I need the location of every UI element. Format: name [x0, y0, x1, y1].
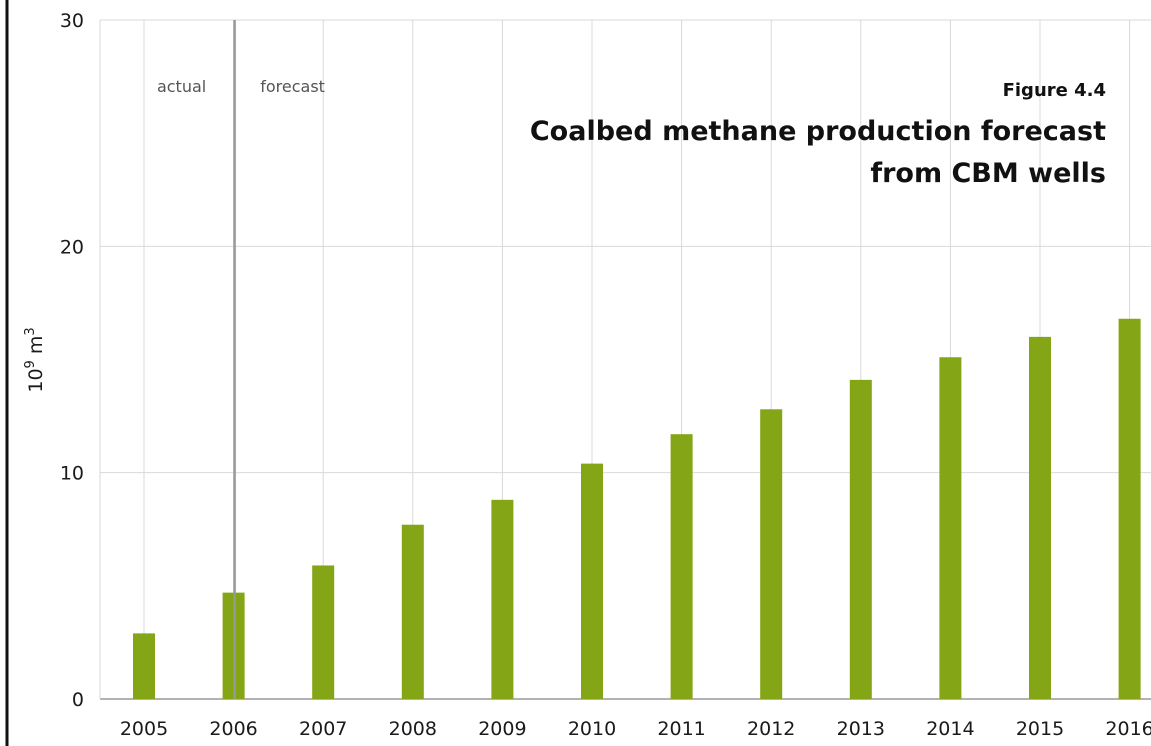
- bar-2014: [939, 357, 962, 699]
- x-tick-label: 2006: [209, 718, 257, 740]
- y-tick-labels: 0 10 20 30: [60, 10, 84, 711]
- bar-2016: [1118, 318, 1141, 699]
- bar-2012: [760, 409, 783, 699]
- bar-2005: [133, 633, 155, 699]
- x-tick-label: 2016: [1105, 718, 1151, 740]
- x-tick-labels: 2005 2006 2007 2008 2009 2010 2011 2012 2013 2014…: [120, 718, 1151, 740]
- x-tick-label: 2010: [568, 718, 616, 740]
- bar-2013: [849, 379, 872, 699]
- x-tick-label: 2014: [926, 718, 974, 740]
- bar-2009: [491, 499, 514, 699]
- x-tick-label: 2007: [299, 718, 347, 740]
- y-tick-label: 0: [72, 689, 84, 711]
- bar-2007: [312, 565, 335, 699]
- y-tick-label: 10: [60, 463, 84, 485]
- bar-2011: [670, 434, 693, 699]
- annotation-actual: actual: [157, 77, 206, 96]
- y-axis-label-exp: 9: [23, 360, 38, 368]
- bar-2008: [401, 524, 424, 699]
- annotation-forecast: forecast: [260, 77, 325, 96]
- y-axis-label-unit: m: [25, 336, 47, 355]
- y-axis-label: 109 m3: [23, 327, 47, 392]
- x-tick-label: 2013: [837, 718, 885, 740]
- y-tick-label: 30: [60, 10, 84, 32]
- figure-label: Figure 4.4: [1003, 80, 1106, 101]
- x-tick-label: 2009: [478, 718, 526, 740]
- x-tick-label: 2012: [747, 718, 795, 740]
- bar-2015: [1029, 336, 1051, 699]
- x-tick-label: 2011: [657, 718, 705, 740]
- bar-2010: [581, 463, 603, 699]
- chart-title-line-1: Coalbed methane production forecast: [530, 116, 1106, 147]
- y-axis-label-unit-exp: 3: [23, 327, 38, 335]
- x-tick-label: 2015: [1016, 718, 1064, 740]
- y-tick-label: 20: [60, 236, 84, 258]
- chart-title-line-2: from CBM wells: [870, 158, 1106, 189]
- y-axis-label-base: 10: [25, 368, 47, 392]
- x-tick-label: 2008: [389, 718, 437, 740]
- x-tick-label: 2005: [120, 718, 168, 740]
- bars: [133, 318, 1141, 699]
